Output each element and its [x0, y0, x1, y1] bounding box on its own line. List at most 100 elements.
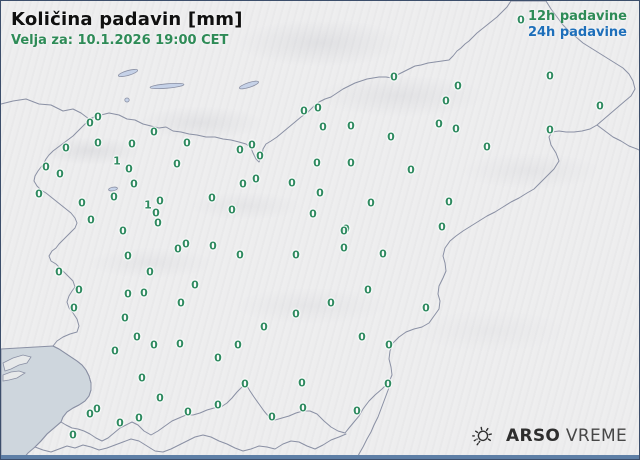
station-value: 0	[177, 296, 185, 310]
station-value: 0	[546, 123, 554, 137]
station-value: 0	[138, 371, 146, 385]
station-value: 0	[130, 177, 138, 191]
station-value: 0	[438, 220, 446, 234]
brand-logo: ARSO VREME	[469, 423, 627, 449]
station-value: 0	[42, 160, 50, 174]
station-value: 0	[183, 136, 191, 150]
station-value: 0	[87, 213, 95, 227]
station-value: 0	[596, 99, 604, 113]
station-value: 0	[309, 207, 317, 221]
station-value: 0	[442, 94, 450, 108]
station-value: 0	[111, 344, 119, 358]
map-header: Količina padavin [mm] Velja za: 10.1.202…	[11, 9, 243, 48]
border-segment	[356, 384, 391, 459]
station-value: 0	[119, 224, 127, 238]
station-value: 0	[184, 405, 192, 419]
station-value: 0	[94, 110, 102, 124]
station-value: 0	[176, 337, 184, 351]
station-value: 0	[209, 239, 217, 253]
station-value: 0	[260, 320, 268, 334]
station-value: 0	[214, 398, 222, 412]
station-value: 0	[128, 137, 136, 151]
station-value: 0	[182, 237, 190, 251]
bottom-bar	[1, 455, 639, 459]
station-value: 0	[146, 265, 154, 279]
station-value: 0	[124, 249, 132, 263]
station-value: 0	[236, 248, 244, 262]
station-value: 0	[156, 194, 164, 208]
station-value: 0	[121, 311, 129, 325]
station-value: 0	[327, 296, 335, 310]
station-value: 0	[299, 401, 307, 415]
legend-12h-link[interactable]: 12h padavine	[527, 9, 627, 24]
station-value: 0	[110, 190, 118, 204]
station-value: 0	[174, 242, 182, 256]
slovenia-border	[1, 1, 636, 442]
page-title: Količina padavin [mm]	[11, 9, 243, 30]
station-value: 0	[340, 224, 348, 238]
station-value: 0	[445, 195, 453, 209]
station-value: 0	[248, 138, 256, 152]
brand-name-bold: ARSO	[506, 426, 561, 446]
station-value: 0	[35, 187, 43, 201]
brand-name: ARSO VREME	[506, 426, 627, 446]
station-value: 0	[385, 338, 393, 352]
station-value: 0	[452, 122, 460, 136]
station-value: 0	[268, 410, 276, 424]
lake	[108, 186, 118, 192]
station-value: 0	[314, 101, 322, 115]
station-value: 0	[340, 241, 348, 255]
lake	[117, 69, 139, 77]
station-value: 0	[342, 222, 350, 236]
station-value: 0	[125, 162, 133, 176]
station-value: 0	[62, 141, 70, 155]
station-value: 0	[252, 172, 260, 186]
station-value: 0	[56, 167, 64, 181]
station-value: 0	[234, 338, 242, 352]
station-value: 0	[256, 149, 264, 163]
station-value: 0	[367, 196, 375, 210]
legend-24h-link[interactable]: 24h padavine	[527, 25, 627, 40]
station-value: 0	[353, 404, 361, 418]
brand-name-regular: VREME	[565, 426, 627, 446]
station-value: 0	[154, 216, 162, 230]
station-value: 0	[313, 156, 321, 170]
lake	[124, 97, 130, 103]
croatia-coast	[34, 421, 347, 453]
legend: 12h padavine 24h padavine	[528, 9, 627, 41]
station-value: 0	[93, 402, 101, 416]
station-value: 0	[208, 191, 216, 205]
station-value: 0	[292, 307, 300, 321]
station-value: 0	[241, 377, 249, 391]
station-value: 0	[86, 407, 94, 421]
border-segment	[596, 124, 639, 151]
station-value: 0	[384, 377, 392, 391]
station-value: 0	[288, 176, 296, 190]
station-value: 0	[483, 140, 491, 154]
station-value: 0	[152, 206, 160, 220]
station-value: 0	[78, 196, 86, 210]
station-value: 0	[358, 330, 366, 344]
station-value: 0	[546, 69, 554, 83]
station-value: 0	[86, 116, 94, 130]
station-value: 0	[135, 411, 143, 425]
station-value: 0	[156, 391, 164, 405]
station-value: 0	[55, 265, 63, 279]
station-value: 0	[239, 177, 247, 191]
station-value: 0	[94, 136, 102, 150]
peninsula	[2, 370, 26, 382]
station-value: 0	[292, 248, 300, 262]
station-value: 0	[173, 157, 181, 171]
station-value: 0	[75, 283, 83, 297]
station-value: 0	[347, 119, 355, 133]
station-value: 1	[113, 154, 121, 168]
station-value: 0	[70, 301, 78, 315]
station-value: 0	[407, 163, 415, 177]
station-value: 0	[69, 428, 77, 442]
station-value: 0	[191, 278, 199, 292]
station-value: 0	[116, 416, 124, 430]
station-value: 1	[144, 198, 152, 212]
